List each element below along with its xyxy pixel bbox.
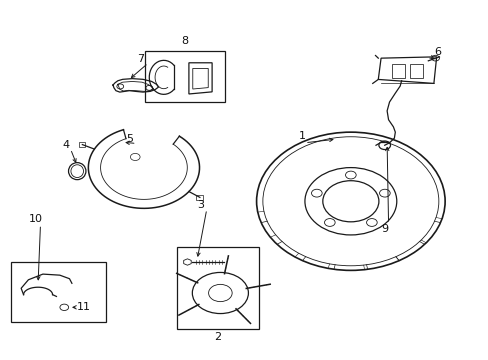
Bar [177, 247, 259, 329]
Text: 5: 5 [126, 134, 133, 144]
Text: 6: 6 [433, 48, 441, 57]
Text: 2: 2 [214, 332, 221, 342]
Bar [409, 64, 422, 77]
Text: 8: 8 [182, 36, 188, 46]
Bar [391, 64, 404, 77]
Bar [145, 51, 224, 102]
Bar [196, 195, 203, 200]
Text: 7: 7 [137, 54, 144, 64]
Bar [79, 143, 85, 147]
Text: 4: 4 [62, 140, 69, 149]
Text: 10: 10 [29, 214, 42, 224]
Text: 9: 9 [380, 224, 387, 234]
Text: 1: 1 [298, 131, 305, 141]
Text: 3: 3 [197, 200, 204, 210]
Text: 11: 11 [77, 302, 90, 312]
Bar [11, 261, 105, 322]
